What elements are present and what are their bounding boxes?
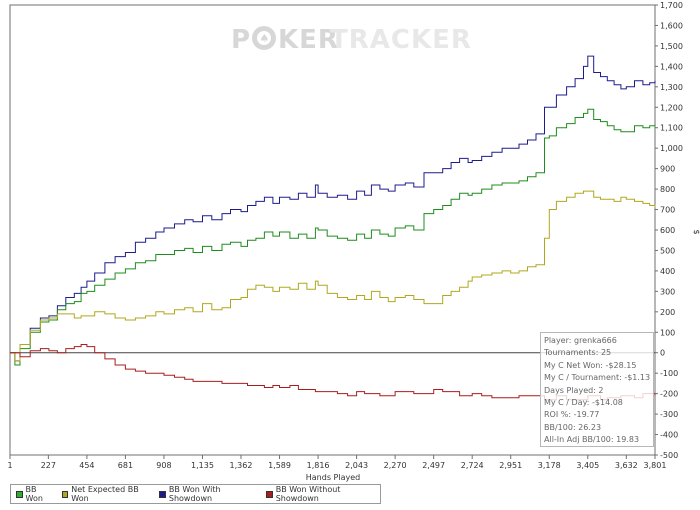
y-tick-label: 300 bbox=[660, 287, 675, 296]
legend-swatch bbox=[159, 490, 166, 498]
x-tick-label: 3,405 bbox=[576, 461, 599, 470]
legend-swatch bbox=[16, 490, 23, 498]
stats-box: Player: grenka666 Tournaments: 25 My C N… bbox=[540, 332, 654, 447]
x-tick-label: 681 bbox=[118, 461, 133, 470]
watermark-spade-icon: ♠ bbox=[260, 32, 270, 45]
y-tick-label: 1,600 bbox=[660, 21, 683, 30]
y-tick-label: 1,300 bbox=[660, 83, 683, 92]
x-axis: 1 227 454 681 908 1,135 1,362 1,589 1,816 2,043 2,… bbox=[7, 455, 666, 470]
stats-tournaments: Tournaments: 25 bbox=[544, 348, 612, 358]
x-tick-label: 454 bbox=[79, 461, 94, 470]
x-tick-label: 2,497 bbox=[422, 461, 445, 470]
y-tick-label: -500 bbox=[660, 451, 678, 460]
stats-allin-adj: All-In Adj BB/100: 19.83 bbox=[544, 435, 640, 445]
stats-days-played: Days Played: 2 bbox=[544, 385, 604, 395]
x-tick-label: 1,362 bbox=[230, 461, 253, 470]
y-tick-label: 1,400 bbox=[660, 62, 683, 71]
legend-item-bb-won-with-showdown[interactable]: BB Won With Showdown bbox=[159, 485, 258, 503]
y-tick-label: 1,500 bbox=[660, 42, 683, 51]
x-tick-label: 3,632 bbox=[615, 461, 638, 470]
y-axis-title: $ bbox=[692, 229, 700, 234]
x-tick-label: 1,589 bbox=[268, 461, 291, 470]
y-tick-label: 1,000 bbox=[660, 144, 683, 153]
x-tick-label: 227 bbox=[41, 461, 56, 470]
x-tick-label: 2,951 bbox=[499, 461, 522, 470]
y-tick-label: 400 bbox=[660, 267, 675, 276]
stats-player: Player: grenka666 bbox=[544, 336, 617, 345]
legend-item-bb-won[interactable]: BB Won bbox=[16, 485, 54, 503]
x-tick-label: 2,043 bbox=[345, 461, 368, 470]
legend-label: Net Expected BB Won bbox=[71, 485, 139, 503]
stats-per-tournament: My C / Tournament: -$1.13 bbox=[544, 373, 651, 383]
y-tick-label: 1,200 bbox=[660, 103, 683, 112]
x-tick-label: 2,270 bbox=[384, 461, 407, 470]
y-tick-label: 1,100 bbox=[660, 124, 683, 133]
y-tick-label: 700 bbox=[660, 206, 675, 215]
watermark-tracker: TRACKER bbox=[330, 25, 472, 55]
legend: BB Won Net Expected BB Won BB Won With S… bbox=[10, 484, 381, 504]
pokertracker-watermark: P ♠ KER TRACKER bbox=[231, 25, 472, 55]
series-line-net-expected-bb-won bbox=[10, 190, 656, 362]
y-tick-label: 600 bbox=[660, 226, 675, 235]
watermark-ker: KER bbox=[278, 25, 339, 55]
series-line-bb-won bbox=[10, 108, 656, 366]
y-tick-label: -100 bbox=[660, 369, 678, 378]
x-tick-label: 1,135 bbox=[191, 461, 214, 470]
x-tick-label: 908 bbox=[156, 461, 171, 470]
x-tick-label: 3,178 bbox=[538, 461, 561, 470]
x-tick-label: 2,724 bbox=[461, 461, 484, 470]
series-line-bb-won-with-showdown bbox=[10, 55, 656, 362]
watermark-chip-icon: ♠ bbox=[252, 26, 276, 50]
legend-swatch bbox=[61, 490, 69, 498]
x-axis-title: Hands Played bbox=[306, 473, 360, 482]
y-tick-label: 0 bbox=[660, 349, 665, 358]
y-tick-label: 1,700 bbox=[660, 1, 683, 10]
stats-per-day: My C / Day: -$14.08 bbox=[544, 397, 623, 407]
y-tick-label: 900 bbox=[660, 165, 675, 174]
y-tick-label: 200 bbox=[660, 308, 675, 317]
y-tick-label: -300 bbox=[660, 410, 678, 419]
legend-label: BB Won With Showdown bbox=[168, 485, 221, 503]
y-tick-label: 500 bbox=[660, 246, 675, 255]
legend-item-net-expected-bb-won[interactable]: Net Expected BB Won bbox=[61, 485, 152, 503]
y-axis: -500 -400 -300 -200 -100 0 100 200 300 400 500 600 7… bbox=[655, 1, 683, 460]
legend-label: BB Won Without Showdown bbox=[275, 485, 341, 503]
legend-label: BB Won bbox=[25, 485, 43, 503]
x-tick-label: 3,801 bbox=[644, 461, 667, 470]
stats-net-won: My C Net Won: -$28.15 bbox=[544, 360, 637, 370]
y-tick-label: 100 bbox=[660, 328, 675, 337]
legend-item-bb-won-without-showdown[interactable]: BB Won Without Showdown bbox=[266, 485, 377, 503]
x-tick-label: 1,816 bbox=[307, 461, 330, 470]
y-tick-label: 800 bbox=[660, 185, 675, 194]
watermark-p: P bbox=[231, 25, 251, 55]
x-tick-label: 1 bbox=[7, 461, 12, 470]
stats-roi: ROI %: -19.77 bbox=[544, 410, 600, 420]
y-tick-label: -200 bbox=[660, 390, 678, 399]
y-tick-label: -400 bbox=[660, 431, 678, 440]
legend-swatch bbox=[266, 490, 273, 498]
stats-bb100: BB/100: 26.23 bbox=[544, 422, 602, 432]
